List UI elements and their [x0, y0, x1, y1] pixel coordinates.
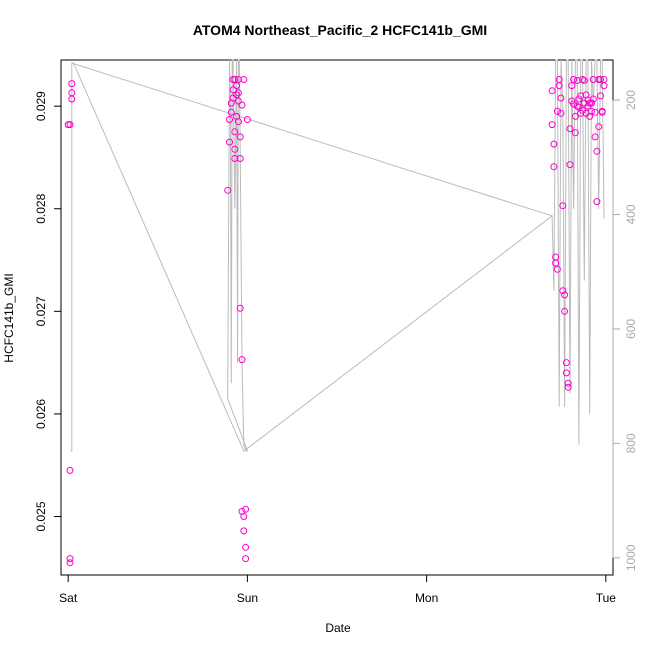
data-point: [597, 76, 604, 83]
data-point: [229, 86, 237, 94]
data-point: [231, 155, 239, 162]
data-point: [238, 101, 246, 109]
data-point: [236, 155, 244, 162]
data-point: [550, 140, 558, 148]
data-point: [559, 202, 567, 210]
data-point: [236, 133, 244, 141]
y-tick-label: 0.029: [34, 91, 48, 121]
data-point: [589, 76, 597, 83]
data-point: [562, 359, 570, 367]
data-point: [566, 125, 574, 133]
data-point: [66, 559, 74, 567]
x-axis-label: Date: [325, 621, 351, 635]
y-right-tick-label: 400: [624, 204, 638, 224]
data-point: [68, 80, 76, 88]
x-tick-label: Mon: [415, 591, 438, 605]
data-point: [598, 108, 606, 116]
y-right-tick-label: 1000: [624, 544, 638, 571]
y-tick-label: 0.026: [34, 399, 48, 429]
data-point: [234, 118, 242, 126]
chart-title: ATOM4 Northeast_Pacific_2 HCFC141b_GMI: [193, 22, 487, 38]
data-point: [227, 108, 235, 116]
data-point: [66, 466, 74, 474]
data-point: [553, 265, 561, 273]
y-right-tick-label: 800: [624, 433, 638, 453]
data-point: [561, 291, 569, 299]
data-point: [233, 91, 241, 99]
x-tick-label: Sat: [59, 591, 78, 605]
y-axis-right: 200 400 600 800 1000: [612, 90, 638, 571]
data-point: [233, 82, 241, 90]
data-point: [593, 198, 601, 206]
data-point: [571, 129, 579, 137]
data-point: [564, 383, 572, 391]
data-point: [561, 307, 569, 315]
data-point: [573, 102, 581, 110]
x-axis: Sat Sun Mon Tue: [59, 574, 617, 605]
data-point: [64, 121, 72, 129]
data-point: [234, 89, 242, 97]
data-point: [238, 356, 246, 364]
data-point: [588, 107, 595, 115]
data-point: [234, 97, 242, 105]
data-point: [240, 513, 248, 520]
data-point: [568, 82, 576, 90]
data-point: [573, 77, 581, 84]
data-point: [231, 128, 239, 136]
y-axis-label: HCFC141b_GMI: [2, 273, 16, 362]
data-point: [242, 505, 250, 513]
data-point: [548, 121, 556, 129]
data-point: [243, 116, 251, 123]
data-point: [552, 259, 560, 267]
data-point: [591, 108, 599, 116]
data-point: [557, 94, 565, 102]
data-point: [548, 87, 556, 95]
y-tick-label: 0.027: [34, 296, 48, 326]
data-point: [234, 76, 242, 83]
data-point: [562, 369, 570, 377]
data-point: [66, 555, 74, 563]
data-point: [550, 163, 558, 171]
data-point: [571, 112, 579, 120]
data-point: [566, 161, 574, 169]
data-point: [588, 99, 595, 107]
data-point: [240, 76, 248, 83]
data-point: [570, 100, 578, 108]
data-point: [553, 107, 561, 115]
data-point: [559, 287, 567, 295]
data-point: [593, 147, 601, 155]
point-series: [64, 76, 608, 567]
x-tick-label: Sun: [237, 591, 258, 605]
data-point: [591, 133, 599, 141]
data-point: [236, 304, 244, 312]
data-point: [231, 145, 239, 153]
y-tick-label: 0.028: [34, 193, 48, 223]
data-point: [597, 92, 604, 100]
data-point: [231, 76, 239, 83]
data-point: [242, 543, 250, 551]
data-point: [68, 89, 76, 97]
x-tick-label: Tue: [596, 591, 617, 605]
y-axis: 0.025 0.026 0.027 0.028 0.029: [34, 91, 62, 532]
data-point: [224, 186, 232, 194]
y-right-tick-label: 600: [624, 319, 638, 339]
data-point: [589, 95, 597, 103]
data-point: [595, 123, 603, 131]
data-point: [570, 76, 578, 83]
data-point: [226, 116, 233, 123]
data-point: [557, 109, 565, 117]
data-point: [226, 138, 233, 146]
data-point: [240, 527, 248, 535]
data-point: [580, 77, 588, 84]
data-point: [564, 379, 572, 387]
data-point: [242, 555, 250, 563]
y-right-tick-label: 200: [624, 90, 638, 110]
data-point: [555, 76, 563, 83]
y-tick-label: 0.025: [34, 501, 48, 531]
data-point: [600, 76, 608, 83]
